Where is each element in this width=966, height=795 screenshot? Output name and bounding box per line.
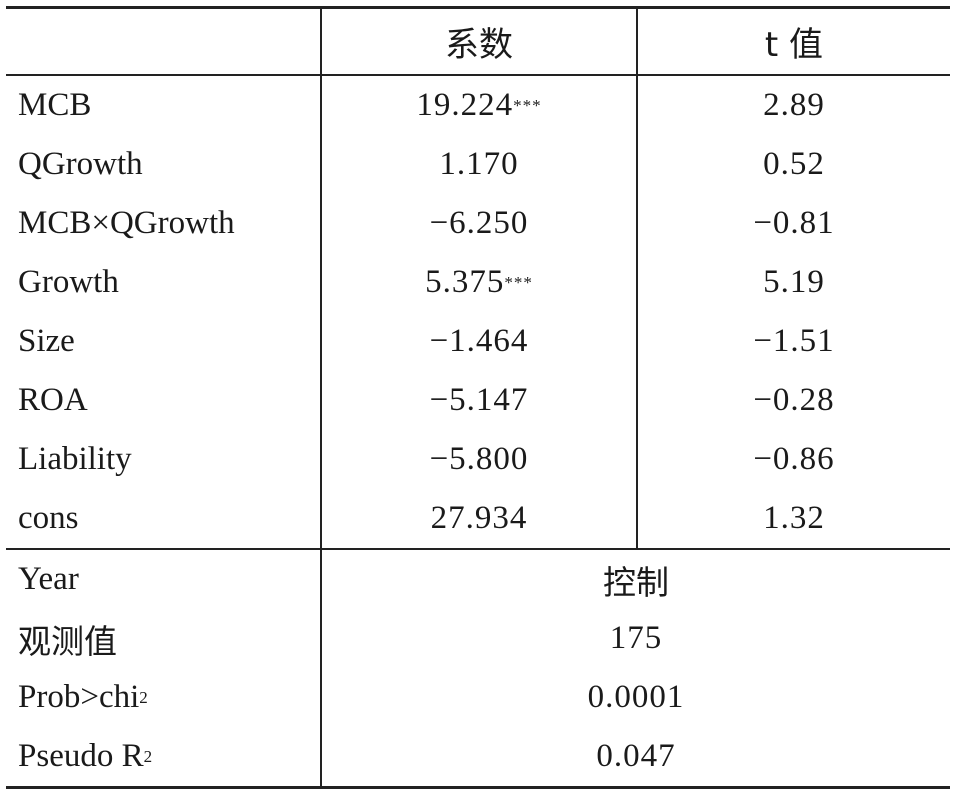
variable-label: Size (6, 312, 322, 371)
summary-label: Pseudo R (18, 738, 144, 774)
t-value: 1.32 (763, 500, 825, 536)
table-row: Liability −5.800 −0.86 (6, 430, 950, 489)
summary-row: Year 控制 (6, 548, 950, 609)
regression-table: 系数 t 值 MCB 19.224 *** 2.89 QGrowth 1.170 … (6, 6, 950, 789)
summary-row: Prob>chi 2 0.0001 (6, 668, 950, 727)
summary-label: 观测值 (6, 609, 322, 668)
summary-value: 175 (609, 620, 663, 656)
t-value: −0.81 (753, 205, 835, 241)
variable-label: Growth (6, 253, 322, 312)
coefficient-value: 27.934 (430, 500, 528, 536)
header-coefficient: 系数 (322, 9, 638, 74)
t-value: −1.51 (753, 323, 835, 359)
variable-label: QGrowth (6, 135, 322, 194)
table-row: Size −1.464 −1.51 (6, 312, 950, 371)
summary-label-cell: Prob>chi 2 (6, 668, 322, 727)
variable-label: MCB (6, 76, 322, 135)
coefficient-cell: 19.224 *** (322, 76, 638, 135)
summary-label: Year (6, 550, 322, 609)
coefficient-cell: 1.170 (322, 135, 638, 194)
coefficient-value: 19.224 (416, 87, 514, 123)
table-row: QGrowth 1.170 0.52 (6, 135, 950, 194)
header-variable-cell (6, 9, 322, 74)
coefficient-cell: −5.800 (322, 430, 638, 489)
coefficient-cell: 27.934 (322, 489, 638, 548)
coefficient-cell: −5.147 (322, 371, 638, 430)
coefficient-cell: −1.464 (322, 312, 638, 371)
table-row: cons 27.934 1.32 (6, 489, 950, 548)
t-value: −0.86 (753, 441, 835, 477)
summary-value: 0.0001 (587, 679, 685, 715)
t-value: 0.52 (763, 146, 825, 182)
variable-label: ROA (6, 371, 322, 430)
summary-label: Prob>chi (18, 679, 140, 715)
table-header-row: 系数 t 值 (6, 9, 950, 76)
summary-value: 控制 (603, 562, 669, 602)
coefficient-cell: −6.250 (322, 194, 638, 253)
table-row: MCB 19.224 *** 2.89 (6, 76, 950, 135)
summary-value: 0.047 (596, 738, 676, 774)
table-row: MCB×QGrowth −6.250 −0.81 (6, 194, 950, 253)
variable-label: MCB×QGrowth (6, 194, 322, 253)
coefficient-value: 1.170 (439, 146, 519, 182)
coefficient-value: −6.250 (429, 205, 529, 241)
coefficient-cell: 5.375 *** (322, 253, 638, 312)
coefficient-value: −1.464 (429, 323, 529, 359)
variable-label: Liability (6, 430, 322, 489)
t-value: 2.89 (763, 87, 825, 123)
coefficient-value: −5.147 (429, 382, 529, 418)
header-t-value: t 值 (764, 25, 824, 65)
coefficient-value: 5.375 (425, 264, 505, 300)
summary-row: 观测值 175 (6, 609, 950, 668)
variable-label: cons (6, 489, 322, 548)
t-value: −0.28 (753, 382, 835, 418)
coefficient-value: −5.800 (429, 441, 529, 477)
table-row: Growth 5.375 *** 5.19 (6, 253, 950, 312)
t-value: 5.19 (763, 264, 825, 300)
table-row: ROA −5.147 −0.28 (6, 371, 950, 430)
